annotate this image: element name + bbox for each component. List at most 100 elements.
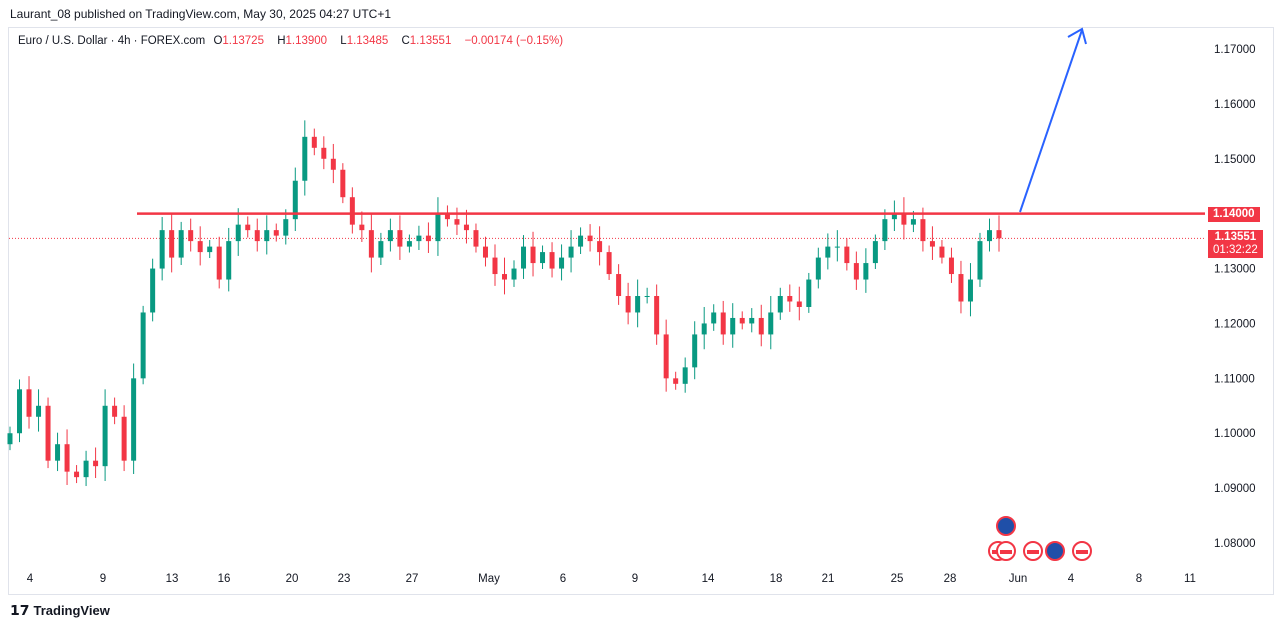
candle-body (74, 471, 80, 478)
candle-body (245, 224, 251, 231)
candle-body (36, 405, 42, 417)
candle-body (511, 268, 517, 280)
close-label: C (401, 35, 410, 47)
candle-body (521, 246, 527, 269)
candle-body (435, 213, 441, 242)
candle-body (406, 241, 412, 247)
candle-body (264, 230, 270, 242)
candle-body (625, 296, 631, 313)
candle-body (112, 405, 118, 417)
candle-body (397, 230, 403, 247)
candle-body (540, 252, 546, 264)
candle-body (920, 219, 926, 242)
candle-body (330, 158, 336, 170)
low-value: 1.13485 (346, 35, 389, 47)
x-tick-label: 20 (286, 573, 299, 585)
candle-body (368, 230, 374, 258)
us-flag-stripe-icon (1027, 550, 1039, 554)
x-tick-label: 21 (822, 573, 835, 585)
change-value: −0.00174 (−0.15%) (464, 35, 564, 47)
candle-body (93, 460, 99, 467)
x-tick-label: 27 (406, 573, 419, 585)
candle-body (673, 378, 679, 384)
candle-body (654, 296, 660, 335)
candle-body (986, 230, 992, 242)
y-tick-label: 1.09000 (1214, 483, 1256, 495)
candle-body (616, 274, 622, 297)
candle-body (568, 246, 574, 258)
x-tick-label: 28 (944, 573, 957, 585)
candle-body (463, 224, 469, 231)
candle-body (150, 268, 156, 313)
us-flag-stripe-icon (1076, 550, 1088, 554)
candle-body (597, 241, 603, 253)
candle-body (216, 246, 222, 280)
resistance-price-label: 1.14000 (1208, 207, 1260, 222)
candle-body (844, 246, 850, 264)
candle-body (559, 257, 565, 269)
candle-body (834, 246, 840, 248)
candle-body (872, 241, 878, 264)
candle-body (929, 241, 935, 247)
candle-body (359, 224, 365, 231)
candle-body (64, 444, 70, 472)
candle-body (977, 241, 983, 280)
candle-body (7, 433, 13, 445)
candle-body (444, 213, 450, 220)
candle-body (283, 219, 289, 236)
x-tick-label: 13 (166, 573, 179, 585)
candle-body (939, 246, 945, 258)
eu-flag-event-icon (1045, 541, 1065, 561)
candle-body (26, 389, 32, 417)
candle-body (825, 246, 831, 258)
candle-body (948, 257, 954, 275)
x-tick-label: 16 (218, 573, 231, 585)
candle-body (549, 252, 555, 269)
candle-body (207, 246, 213, 253)
x-tick-label: 11 (1184, 573, 1196, 585)
candle-body (454, 219, 460, 225)
x-tick-label: 4 (27, 573, 34, 585)
tradingview-logo[interactable]: 𝟭𝟳 TradingView (10, 602, 110, 619)
candle-body (663, 334, 669, 379)
y-tick-label: 1.17000 (1214, 44, 1256, 56)
candle-body (482, 246, 488, 258)
x-tick-label: 14 (702, 573, 715, 585)
x-tick-label: 8 (1136, 573, 1142, 585)
candle-body (178, 230, 184, 258)
candle-body (758, 317, 764, 335)
candle-body (787, 296, 793, 302)
candle-body (140, 312, 146, 379)
y-tick-label: 1.08000 (1214, 538, 1256, 550)
x-tick-label: 9 (100, 573, 106, 585)
close-value: 1.13551 (409, 35, 452, 47)
candle-body (587, 235, 593, 242)
candle-body (349, 197, 355, 225)
candle-body (806, 279, 812, 307)
chart-pane[interactable] (8, 27, 1274, 595)
candle-body (996, 230, 1002, 239)
y-tick-label: 1.15000 (1214, 154, 1256, 166)
us-flag-stripe-icon (1000, 550, 1012, 554)
candle-body (578, 235, 584, 247)
y-tick-label: 1.16000 (1214, 99, 1256, 111)
candle-body (682, 367, 688, 384)
candle-body (131, 378, 137, 461)
candle-body (492, 257, 498, 275)
candle-body (730, 317, 736, 335)
low-label: L (340, 35, 347, 47)
candle-body (159, 230, 165, 269)
last-price-label: 1.13551 01:32:22 (1208, 230, 1263, 258)
y-tick-label: 1.13000 (1214, 264, 1256, 276)
candle-body (606, 252, 612, 275)
x-tick-label: 6 (560, 573, 566, 585)
candle-body (502, 274, 507, 280)
high-label: H (277, 35, 286, 47)
candle-body (815, 257, 821, 280)
candle-body (235, 224, 241, 242)
symbol-title: Euro / U.S. Dollar · 4h · FOREX.com (18, 35, 206, 47)
candle-body (302, 136, 308, 181)
candle-body (701, 323, 707, 335)
symbol-legend: Euro / U.S. Dollar · 4h · FOREX.com O1.1… (18, 35, 568, 47)
